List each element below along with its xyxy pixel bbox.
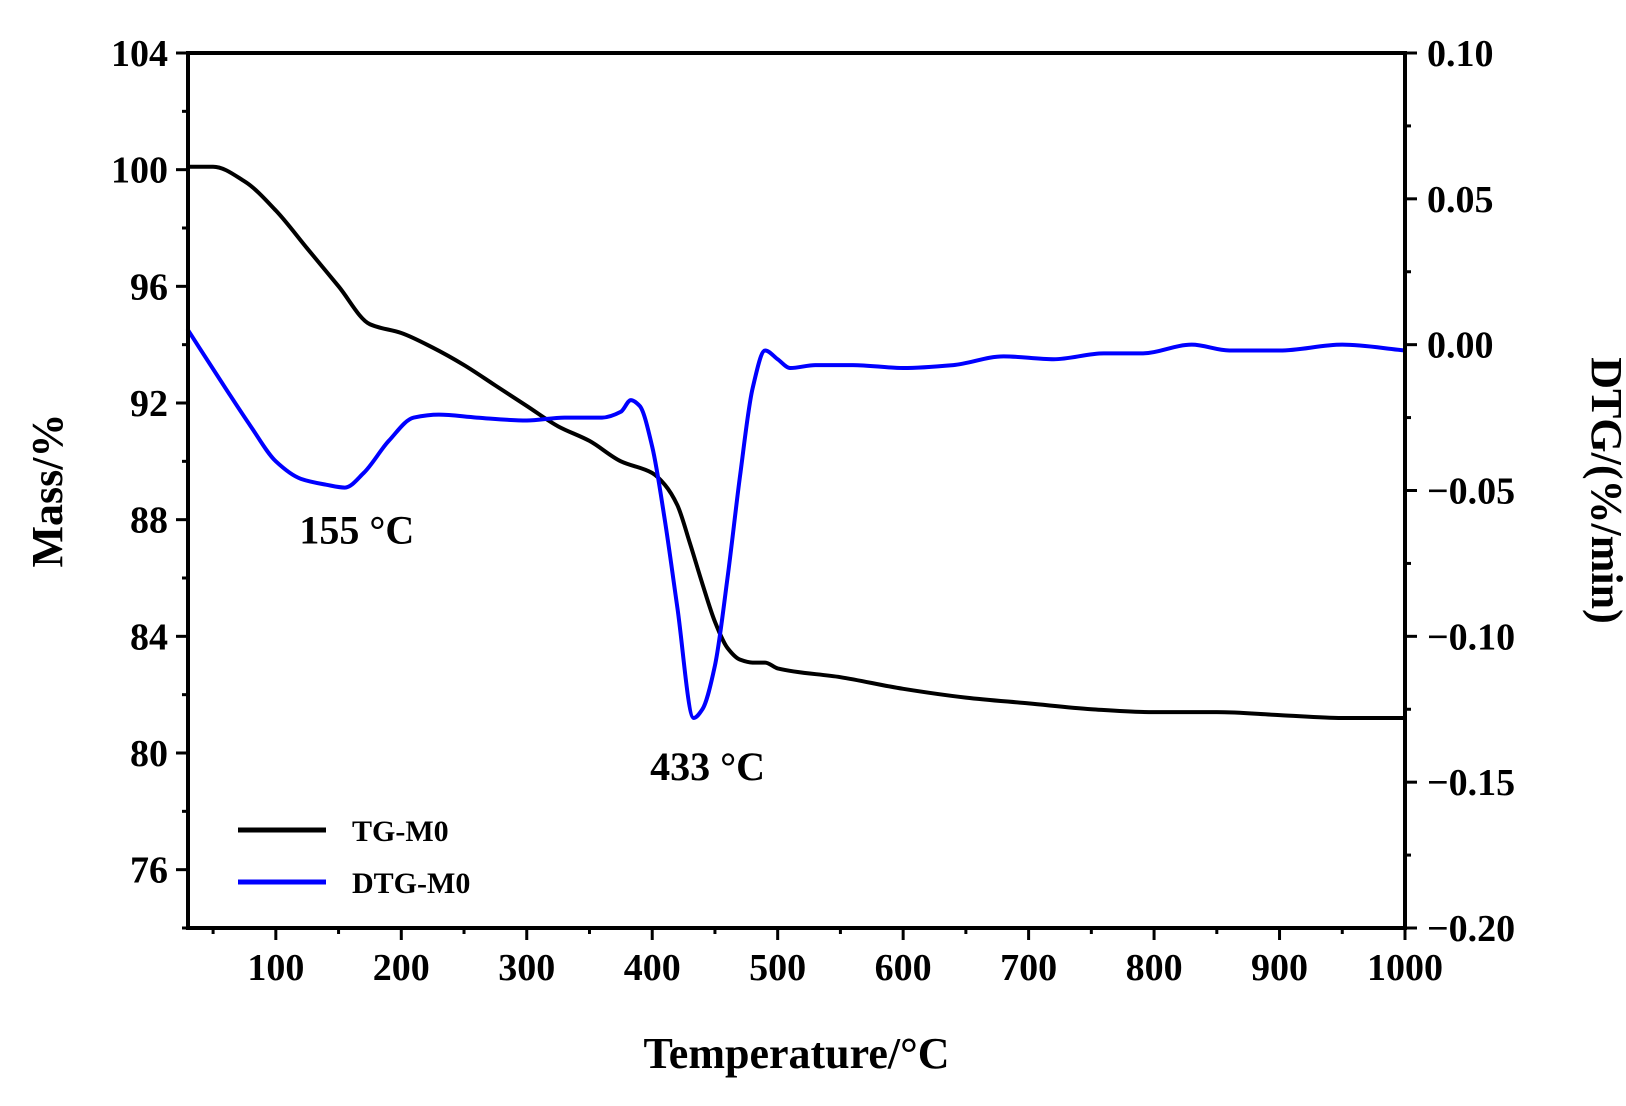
x-tick-label: 1000	[1367, 947, 1443, 989]
y-left-tick-label: 76	[130, 850, 168, 892]
annotation-peak-155: 155 °C	[299, 508, 414, 553]
y-right-tick-label: 0.05	[1427, 179, 1494, 221]
annotation-peak-433: 433 °C	[650, 744, 765, 789]
y-right-tick-label: 0.00	[1427, 325, 1494, 367]
x-tick-label: 900	[1251, 947, 1308, 989]
y-left-tick-label: 88	[130, 500, 168, 542]
y-left-tick-label: 84	[130, 616, 168, 658]
legend: TG-M0 DTG-M0	[238, 815, 470, 900]
y-left-tick-label: 92	[130, 383, 168, 425]
series-layer	[186, 164, 1407, 720]
y-left-tick-label: 100	[111, 150, 168, 192]
legend-label-dtg-m0: DTG-M0	[352, 867, 470, 900]
x-tick-label: 200	[373, 947, 430, 989]
y-left-tick-label: 96	[130, 266, 168, 308]
y-right-tick-label: 0.10	[1427, 33, 1494, 75]
y-left-tick-label: 80	[130, 733, 168, 775]
x-axis-title: Temperature/°C	[643, 1029, 949, 1078]
y-right-axis-title: DTG/(%/min)	[1582, 357, 1626, 623]
x-tick-label: 600	[875, 947, 932, 989]
x-tick-label: 400	[624, 947, 681, 989]
y-left-axis-title: Mass/%	[23, 414, 72, 568]
x-tick-label: 100	[247, 947, 304, 989]
x-tick-label: 700	[1000, 947, 1057, 989]
y-left-tick-label: 104	[111, 33, 168, 75]
y-right-tick-label: −0.15	[1427, 762, 1515, 804]
x-tick-label: 500	[749, 947, 806, 989]
series-line-dtg-m0	[186, 328, 1407, 720]
x-tick-label: 300	[498, 947, 555, 989]
y-right-tick-label: −0.20	[1427, 908, 1515, 950]
y-right-axis-ticks: −0.20 −0.15 −0.10 −0.05 0.00 0.05 0.10	[1405, 33, 1515, 950]
y-left-axis-ticks: 76 80 84 88 92 96 100 104	[111, 33, 188, 930]
x-tick-label: 800	[1126, 947, 1183, 989]
plot-frame	[186, 51, 1407, 930]
series-line-tg-m0	[186, 164, 1407, 720]
y-right-tick-label: −0.10	[1427, 616, 1515, 658]
legend-label-tg-m0: TG-M0	[352, 815, 449, 848]
y-right-tick-label: −0.05	[1427, 471, 1515, 513]
x-axis-ticks: 100 200 300 400 500 600 700 800 900 1000	[211, 928, 1443, 989]
